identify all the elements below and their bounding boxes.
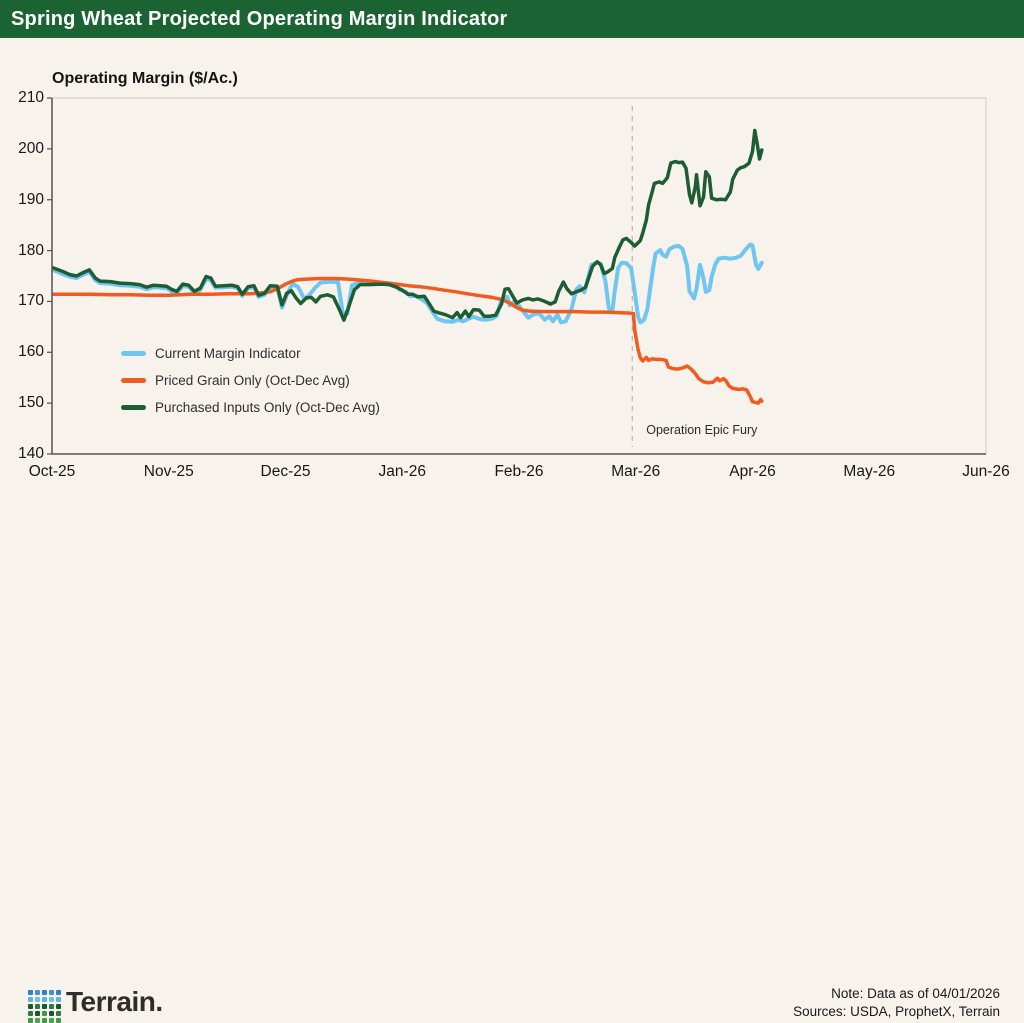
logo-cell <box>49 1011 54 1016</box>
logo-cell <box>42 997 47 1002</box>
x-tick-label: Jun-26 <box>962 463 1010 480</box>
x-tick-label: Jan-26 <box>378 463 426 480</box>
legend-item-priced-grain-only-oct-dec-avg: Priced Grain Only (Oct-Dec Avg) <box>121 367 380 394</box>
logo-cell <box>35 1004 40 1009</box>
x-tick-label: Oct-25 <box>28 463 76 480</box>
logo-cell <box>56 1011 61 1016</box>
logo-cell <box>42 1011 47 1016</box>
x-tick-label: May-26 <box>843 463 896 480</box>
page-title: Spring Wheat Projected Operating Margin … <box>11 7 508 30</box>
x-tick-label: Dec-25 <box>260 463 311 480</box>
series-line-current-margin-indicator <box>51 242 764 325</box>
footer: Terrain. Note: Data as of 04/01/2026 Sou… <box>0 490 1024 1023</box>
x-tick-label: Mar-26 <box>611 463 661 480</box>
logo-cell <box>56 990 61 995</box>
y-tick-label: 190 <box>18 190 44 208</box>
legend-item-purchased-inputs-only-oct-dec-avg: Purchased Inputs Only (Oct-Dec Avg) <box>121 394 380 421</box>
annotation-label: Operation Epic Fury <box>646 423 758 437</box>
logo-cell <box>35 990 40 995</box>
logo-cell <box>28 1011 33 1016</box>
x-tick-label: Feb-26 <box>494 463 544 480</box>
series-line-purchased-inputs-only-oct-dec-avg <box>51 128 764 322</box>
series-line-priced-grain-only-oct-dec-avg <box>51 276 764 405</box>
logo-cell <box>56 1004 61 1009</box>
y-tick-label: 150 <box>18 394 44 412</box>
chart-canvas <box>47 97 987 455</box>
legend-label: Priced Grain Only (Oct-Dec Avg) <box>155 373 350 388</box>
footnote: Note: Data as of 04/01/2026 Sources: USD… <box>793 985 1000 1020</box>
plot-frame <box>52 97 987 454</box>
logo-cell <box>28 1018 33 1023</box>
logo-cell <box>28 990 33 995</box>
logo-cell <box>35 1011 40 1016</box>
logo-cell <box>42 1004 47 1009</box>
terrain-logo-icon <box>28 990 61 1023</box>
y-tick-label: 180 <box>18 241 44 259</box>
legend-label: Purchased Inputs Only (Oct-Dec Avg) <box>155 400 380 415</box>
logo-cell <box>28 1004 33 1009</box>
y-tick-label: 170 <box>18 292 44 310</box>
sources-line: Sources: USDA, ProphetX, Terrain <box>793 1003 1000 1019</box>
logo-cell <box>28 997 33 1002</box>
y-axis-title: Operating Margin ($/Ac.) <box>52 70 238 87</box>
logo-cell <box>35 1018 40 1023</box>
y-tick-label: 160 <box>18 343 44 361</box>
logo-cell <box>49 1018 54 1023</box>
logo-cell <box>42 1018 47 1023</box>
x-tick-label: Nov-25 <box>143 463 194 480</box>
legend-item-current-margin-indicator: Current Margin Indicator <box>121 340 380 367</box>
note-line: Note: Data as of 04/01/2026 <box>831 986 1000 1001</box>
header-bar: Spring Wheat Projected Operating Margin … <box>0 0 1024 38</box>
chart-legend: Current Margin Indicator Priced Grain Onl… <box>121 340 380 421</box>
logo-cell <box>56 997 61 1002</box>
x-tick-label: Apr-26 <box>729 463 776 480</box>
logo-cell <box>35 997 40 1002</box>
y-tick-label: 210 <box>18 89 44 106</box>
logo-cell <box>49 997 54 1002</box>
logo-cell <box>42 990 47 995</box>
y-tick-label: 140 <box>18 445 44 462</box>
legend-swatch-icon <box>121 405 146 410</box>
brand-wordmark: Terrain. <box>66 986 163 1017</box>
legend-swatch-icon <box>121 378 146 383</box>
legend-label: Current Margin Indicator <box>155 346 301 361</box>
legend-swatch-icon <box>121 351 146 356</box>
logo-cell <box>49 990 54 995</box>
y-tick-label: 200 <box>18 139 44 157</box>
logo-cell <box>49 1004 54 1009</box>
logo-cell <box>56 1018 61 1023</box>
